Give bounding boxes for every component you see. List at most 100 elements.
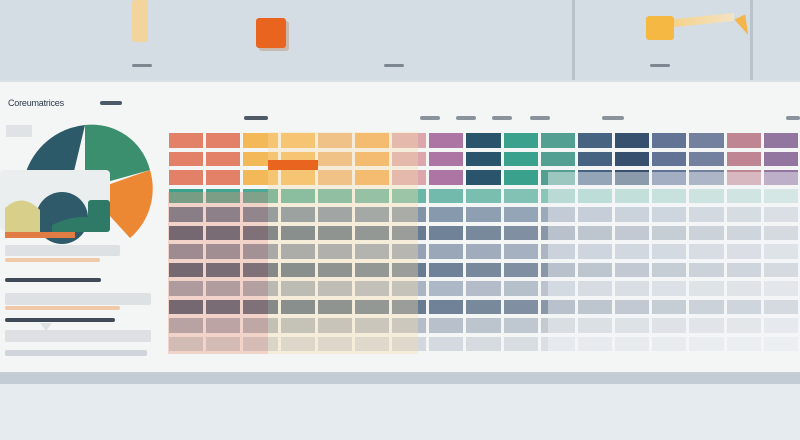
heatmap-cell[interactable] xyxy=(466,225,501,240)
heatmap-cell[interactable] xyxy=(577,207,613,222)
heatmap-cell[interactable] xyxy=(763,225,798,240)
heatmap-cell[interactable] xyxy=(392,244,427,259)
heatmap-cell[interactable] xyxy=(429,207,464,222)
heatmap-cell[interactable] xyxy=(466,318,501,333)
list-item-bar-1[interactable] xyxy=(5,245,120,256)
heatmap-cell[interactable] xyxy=(392,262,427,277)
list-item-bar-7[interactable] xyxy=(5,330,151,342)
heatmap-cell[interactable] xyxy=(763,336,798,351)
header-pill-2[interactable] xyxy=(420,116,440,120)
heatmap-cell[interactable] xyxy=(317,207,352,222)
heatmap-cell[interactable] xyxy=(540,188,575,203)
heatmap-cell[interactable] xyxy=(169,299,204,314)
heatmap-cell[interactable] xyxy=(726,299,761,314)
heatmap-cell[interactable] xyxy=(689,188,724,203)
heatmap-cell[interactable] xyxy=(763,281,798,296)
amber-tab-handle[interactable] xyxy=(132,0,148,42)
heatmap-cell[interactable] xyxy=(763,133,798,148)
heatmap-cell[interactable] xyxy=(392,151,427,166)
heatmap-cell[interactable] xyxy=(206,207,241,222)
heatmap-cell[interactable] xyxy=(726,133,761,148)
orange-tool-button[interactable] xyxy=(256,18,286,48)
heatmap-cell[interactable] xyxy=(429,281,464,296)
heatmap-cell[interactable] xyxy=(169,207,204,222)
heatmap-cell[interactable] xyxy=(243,244,278,259)
heatmap-cell[interactable] xyxy=(503,151,538,166)
heatmap-cell[interactable] xyxy=(763,299,798,314)
heatmap-cell[interactable] xyxy=(392,299,427,314)
heatmap-cell[interactable] xyxy=(689,207,724,222)
heatmap-cell[interactable] xyxy=(243,262,278,277)
heatmap-cell[interactable] xyxy=(689,336,724,351)
amber-flag-icon[interactable] xyxy=(646,16,674,40)
heatmap-cell[interactable] xyxy=(540,318,575,333)
heatmap-cell[interactable] xyxy=(317,151,352,166)
heatmap-cell[interactable] xyxy=(726,188,761,203)
heatmap-cell[interactable] xyxy=(540,225,575,240)
heatmap-cell[interactable] xyxy=(392,225,427,240)
heatmap-cell[interactable] xyxy=(540,244,575,259)
heatmap-cell[interactable] xyxy=(689,225,724,240)
heatmap-cell[interactable] xyxy=(243,281,278,296)
heatmap-cell[interactable] xyxy=(354,336,390,351)
heatmap-cell[interactable] xyxy=(763,244,798,259)
heatmap-cell[interactable] xyxy=(466,170,501,185)
heatmap-cell[interactable] xyxy=(577,336,613,351)
heatmap-cell[interactable] xyxy=(540,299,575,314)
heatmap-cell[interactable] xyxy=(466,244,501,259)
heatmap-cell[interactable] xyxy=(429,262,464,277)
heatmap-cell[interactable] xyxy=(392,281,427,296)
heatmap-cell[interactable] xyxy=(652,151,687,166)
heatmap-cell[interactable] xyxy=(317,170,352,185)
heatmap-cell[interactable] xyxy=(317,262,352,277)
heatmap-cell[interactable] xyxy=(615,336,650,351)
heatmap-cell[interactable] xyxy=(392,336,427,351)
heatmap-cell[interactable] xyxy=(280,299,315,314)
heatmap-cell[interactable] xyxy=(689,318,724,333)
heatmap-cell[interactable] xyxy=(615,207,650,222)
heatmap-cell[interactable] xyxy=(392,207,427,222)
header-pill-5[interactable] xyxy=(530,116,550,120)
heatmap-cell[interactable] xyxy=(503,207,538,222)
heatmap-cell[interactable] xyxy=(577,281,613,296)
heatmap-cell[interactable] xyxy=(503,170,538,185)
heatmap-cell[interactable] xyxy=(577,170,613,185)
heatmap-cell[interactable] xyxy=(652,188,687,203)
heatmap-cell[interactable] xyxy=(726,244,761,259)
heatmap-cell[interactable] xyxy=(354,299,390,314)
heatmap-cell[interactable] xyxy=(503,188,538,203)
heatmap-cell[interactable] xyxy=(354,225,390,240)
heatmap-cell[interactable] xyxy=(726,170,761,185)
heatmap-cell[interactable] xyxy=(540,207,575,222)
heatmap-cell[interactable] xyxy=(429,188,464,203)
heatmap-cell[interactable] xyxy=(206,318,241,333)
heatmap-cell[interactable] xyxy=(466,151,501,166)
list-item-bar-8[interactable] xyxy=(5,350,147,356)
heatmap-cell[interactable] xyxy=(689,151,724,166)
heatmap-cell[interactable] xyxy=(280,188,315,203)
heatmap-cell[interactable] xyxy=(317,133,352,148)
heatmap-cell[interactable] xyxy=(317,281,352,296)
heatmap-cell[interactable] xyxy=(577,188,613,203)
heatmap-cell[interactable] xyxy=(206,299,241,314)
heatmap-cell[interactable] xyxy=(466,281,501,296)
heatmap-cell[interactable] xyxy=(503,299,538,314)
header-pill-4[interactable] xyxy=(492,116,512,120)
heatmap-cell[interactable] xyxy=(466,336,501,351)
heatmap-cell[interactable] xyxy=(615,244,650,259)
heatmap-cell[interactable] xyxy=(317,336,352,351)
heatmap-cell[interactable] xyxy=(540,170,575,185)
heatmap-cell[interactable] xyxy=(615,262,650,277)
heatmap-cell[interactable] xyxy=(615,188,650,203)
heatmap-cell[interactable] xyxy=(763,207,798,222)
heatmap-cell[interactable] xyxy=(615,299,650,314)
heatmap-cell[interactable] xyxy=(429,244,464,259)
heatmap-cell[interactable] xyxy=(689,299,724,314)
heatmap-cell[interactable] xyxy=(615,151,650,166)
heatmap-cell[interactable] xyxy=(503,336,538,351)
heatmap-cell[interactable] xyxy=(763,170,798,185)
heatmap-cell[interactable] xyxy=(652,244,687,259)
heatmap-cell[interactable] xyxy=(726,207,761,222)
heatmap-cell[interactable] xyxy=(652,170,687,185)
heatmap-cell[interactable] xyxy=(577,151,613,166)
